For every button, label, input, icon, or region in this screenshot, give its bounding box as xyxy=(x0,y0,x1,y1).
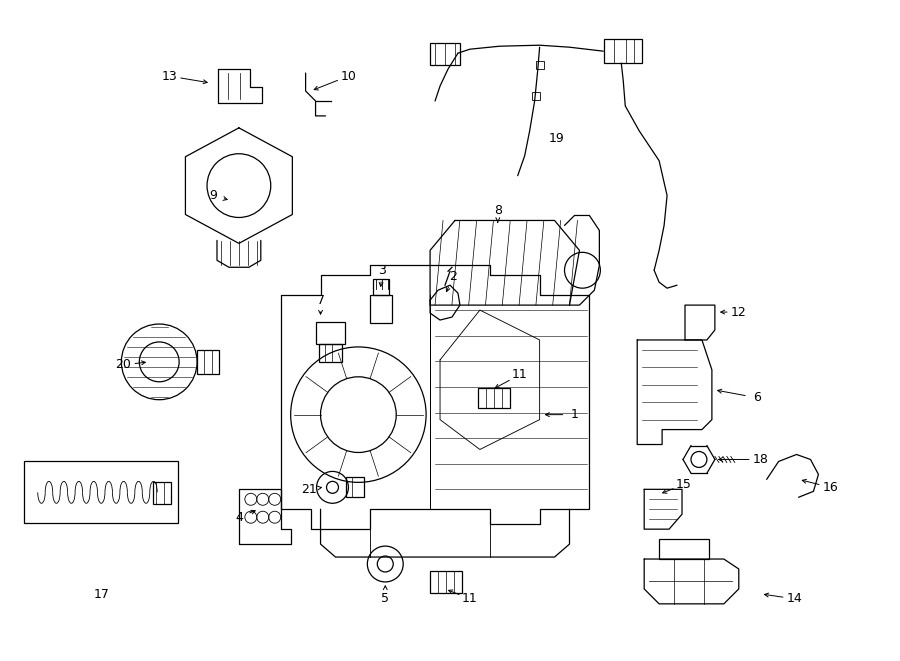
Text: 13: 13 xyxy=(161,69,177,83)
Bar xyxy=(370,295,392,323)
Text: 12: 12 xyxy=(731,305,747,319)
Text: 10: 10 xyxy=(340,69,356,83)
Text: 3: 3 xyxy=(378,264,386,277)
Bar xyxy=(316,322,346,344)
Bar xyxy=(604,39,643,63)
Text: 6: 6 xyxy=(752,391,760,405)
Text: 16: 16 xyxy=(823,481,838,494)
Bar xyxy=(319,344,343,362)
Bar xyxy=(346,477,364,497)
Text: 9: 9 xyxy=(209,189,217,202)
Text: 5: 5 xyxy=(382,592,390,605)
Bar xyxy=(430,43,460,65)
Text: 15: 15 xyxy=(676,478,692,491)
Text: 11: 11 xyxy=(512,368,527,381)
Bar xyxy=(374,279,390,295)
Text: 2: 2 xyxy=(449,270,457,283)
Text: 11: 11 xyxy=(462,592,478,605)
Text: 7: 7 xyxy=(317,293,325,307)
Bar xyxy=(153,483,171,504)
Text: 18: 18 xyxy=(752,453,769,466)
Bar xyxy=(197,350,219,374)
Text: 19: 19 xyxy=(549,132,564,145)
Text: 17: 17 xyxy=(94,588,110,602)
Bar xyxy=(532,92,540,100)
Text: 14: 14 xyxy=(787,592,803,605)
Bar xyxy=(659,539,709,559)
Text: 8: 8 xyxy=(494,204,502,217)
Bar xyxy=(478,388,509,408)
Bar xyxy=(23,461,178,524)
Bar xyxy=(536,61,544,69)
Text: 1: 1 xyxy=(571,408,579,421)
Text: 20: 20 xyxy=(115,358,131,371)
Text: 4: 4 xyxy=(235,511,243,524)
Bar xyxy=(430,571,462,593)
Text: 21: 21 xyxy=(301,483,317,496)
